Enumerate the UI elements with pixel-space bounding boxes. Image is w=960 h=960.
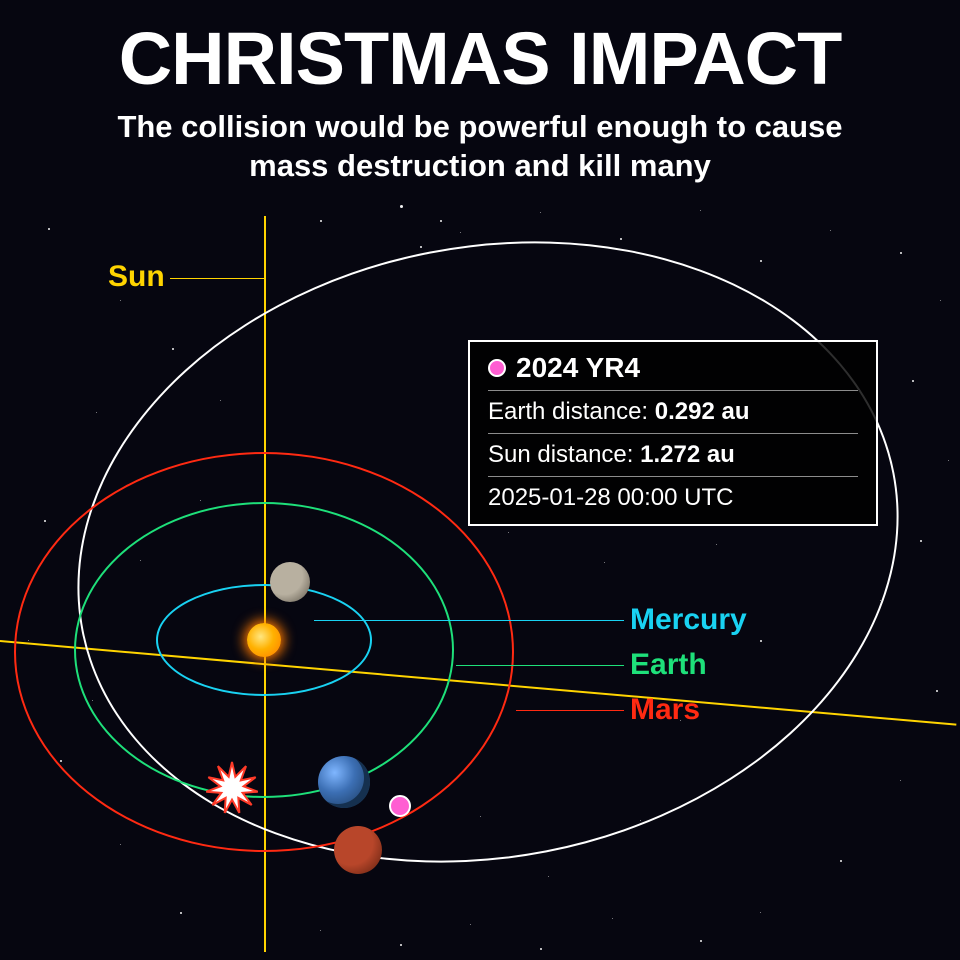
label-sun: Sun: [108, 260, 165, 294]
planet-earth: [318, 756, 370, 808]
infobox-row: Sun distance: 1.272 au: [488, 433, 858, 476]
orbital-diagram: Sun Mercury Earth Mars 2024 YR4 Earth di…: [0, 0, 960, 960]
impact-burst-icon: [203, 759, 261, 822]
leader-mars: [516, 710, 624, 711]
planet-mercury: [270, 562, 310, 602]
asteroid-marker: [389, 795, 411, 817]
leader-earth: [456, 665, 624, 666]
sun-icon: [247, 623, 281, 657]
leader-mercury: [314, 620, 624, 621]
infobox-title: 2024 YR4: [516, 352, 640, 384]
leader-sun: [170, 278, 264, 279]
infobox-title-row: 2024 YR4: [488, 352, 858, 390]
label-earth: Earth: [630, 648, 707, 682]
asteroid-infobox: 2024 YR4 Earth distance: 0.292 auSun dis…: [468, 340, 878, 526]
infobox-row: Earth distance: 0.292 au: [488, 390, 858, 433]
infobox-row: 2025-01-28 00:00 UTC: [488, 476, 858, 512]
asteroid-dot-icon: [488, 359, 506, 377]
label-mars: Mars: [630, 693, 700, 727]
label-mercury: Mercury: [630, 603, 747, 637]
planet-mars: [334, 826, 382, 874]
